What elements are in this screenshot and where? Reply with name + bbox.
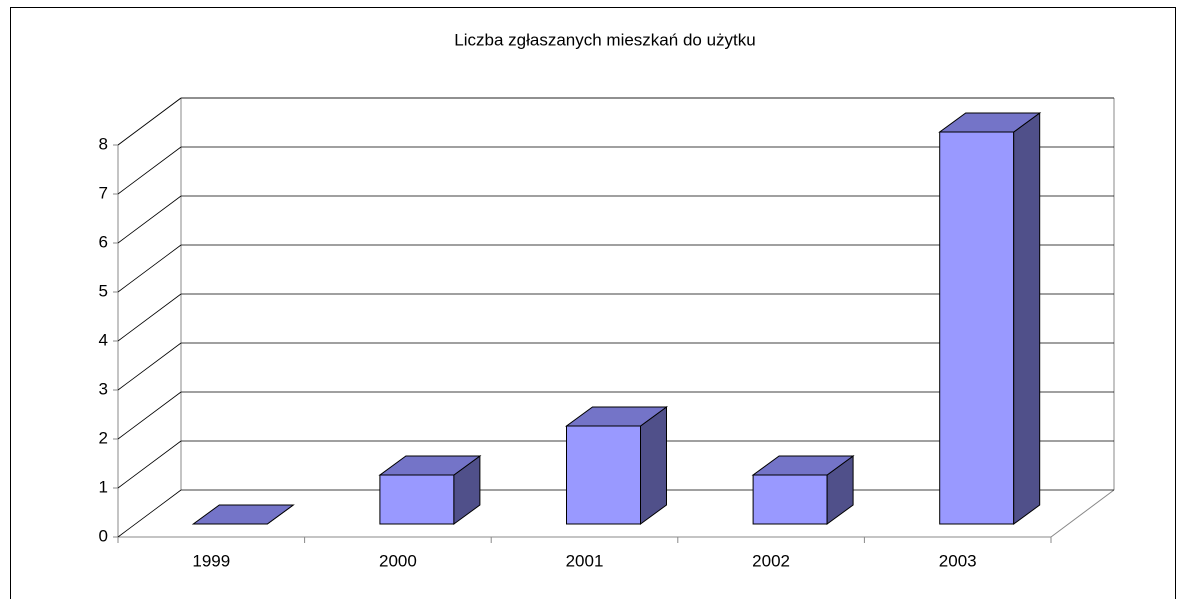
bar-front (566, 425, 641, 525)
y-tick-label: 1 (99, 477, 108, 496)
x-tick-label: 2002 (752, 551, 790, 570)
grid-line (117, 391, 182, 440)
floor-right-edge (1050, 489, 1115, 538)
y-tick-label: 4 (99, 330, 108, 349)
bar-front (939, 131, 1015, 525)
chart-title: Liczba zgłaszanych mieszkań do użytku (454, 30, 755, 49)
y-tick-label: 3 (99, 379, 108, 398)
grid-line (117, 195, 182, 244)
grid-line (117, 440, 182, 489)
grid-line (117, 146, 182, 195)
bar-top (564, 406, 669, 427)
y-tick-label: 8 (99, 134, 108, 153)
bar-top (378, 455, 482, 476)
x-tick-label: 2000 (379, 551, 417, 570)
y-tick-label: 7 (99, 183, 108, 202)
bar-top (191, 504, 295, 525)
bar-side (640, 406, 667, 525)
x-tick-label: 2001 (566, 551, 604, 570)
x-tick-label: 2003 (939, 551, 977, 570)
grid-line (117, 489, 182, 538)
y-tick-label: 6 (99, 232, 108, 251)
bar-front (752, 474, 828, 525)
bar-front (379, 474, 455, 525)
x-tick-label: 1999 (192, 551, 230, 570)
grid-line (117, 342, 182, 391)
grid-line (117, 244, 182, 293)
bar-side (1013, 112, 1041, 525)
bar-top (938, 112, 1042, 133)
bar-top (751, 455, 855, 476)
y-tick-label: 2 (99, 428, 108, 447)
grid-line (117, 97, 182, 146)
y-tick-label: 5 (99, 281, 108, 300)
y-tick-label: 0 (99, 526, 108, 545)
grid-line (117, 293, 182, 342)
